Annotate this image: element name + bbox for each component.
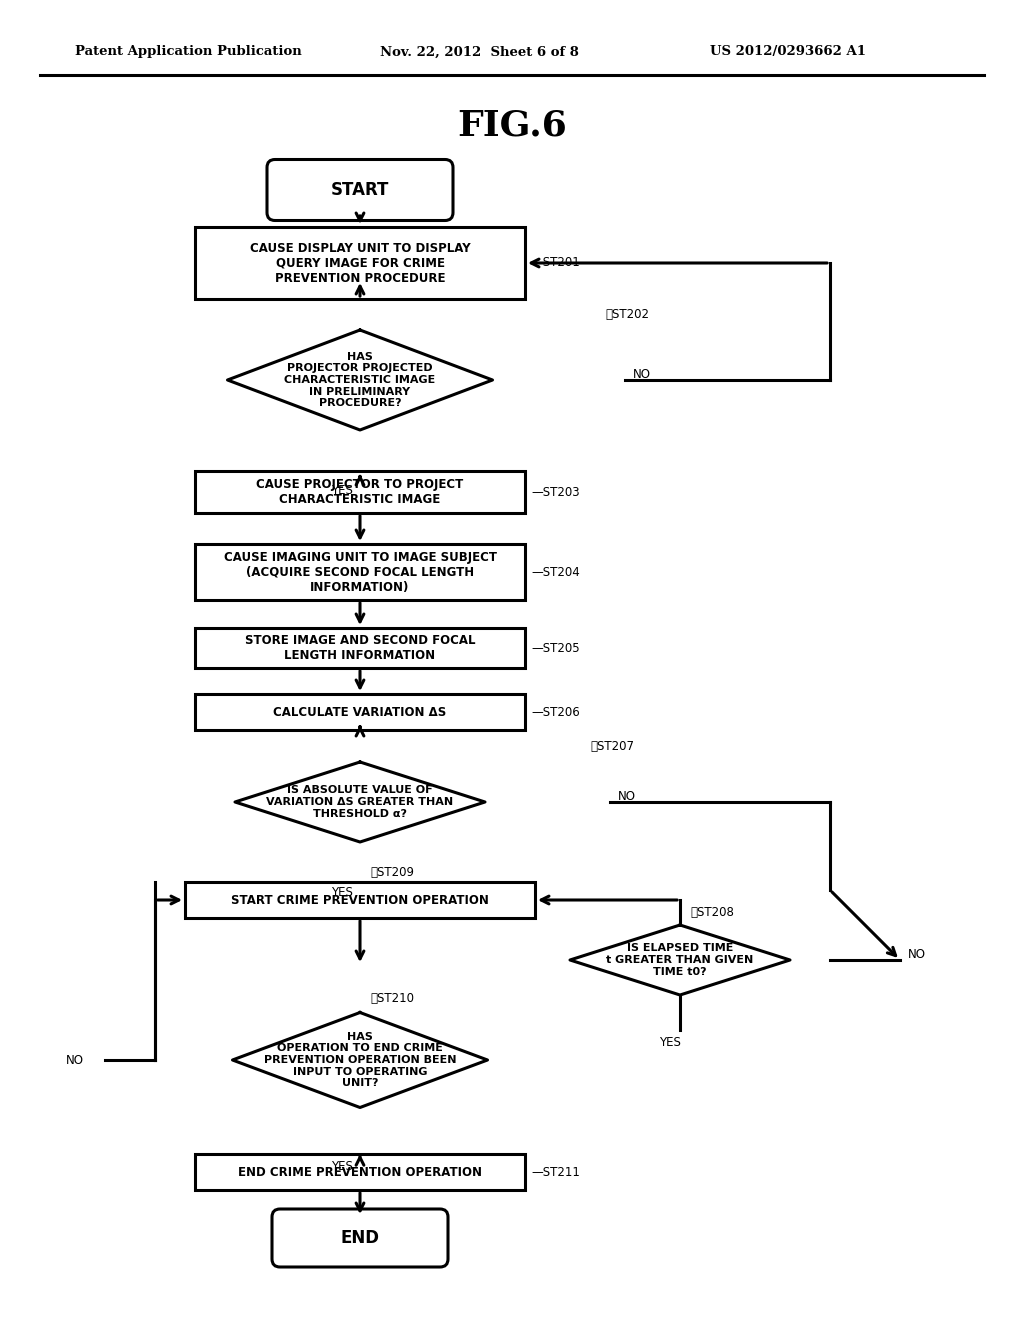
Text: Nov. 22, 2012  Sheet 6 of 8: Nov. 22, 2012 Sheet 6 of 8: [380, 45, 579, 58]
Text: —ST203: —ST203: [531, 486, 580, 499]
Text: CAUSE IMAGING UNIT TO IMAGE SUBJECT
(ACQUIRE SECOND FOCAL LENGTH
INFORMATION): CAUSE IMAGING UNIT TO IMAGE SUBJECT (ACQ…: [223, 550, 497, 594]
Bar: [195, 628, 525, 668]
Text: US 2012/0293662 A1: US 2012/0293662 A1: [710, 45, 866, 58]
FancyBboxPatch shape: [267, 160, 453, 220]
Text: 〈ST202: 〈ST202: [605, 309, 649, 322]
Text: STORE IMAGE AND SECOND FOCAL
LENGTH INFORMATION: STORE IMAGE AND SECOND FOCAL LENGTH INFO…: [245, 634, 475, 663]
Text: YES: YES: [331, 1160, 353, 1173]
Polygon shape: [234, 762, 485, 842]
Text: START CRIME PREVENTION OPERATION: START CRIME PREVENTION OPERATION: [231, 894, 488, 907]
Bar: [195, 544, 525, 601]
Text: YES: YES: [659, 1035, 681, 1048]
Text: 〈ST207: 〈ST207: [590, 741, 634, 754]
Text: END: END: [341, 1229, 380, 1247]
Text: NO: NO: [908, 948, 926, 961]
Text: 〈ST210: 〈ST210: [370, 991, 414, 1005]
Text: —ST205: —ST205: [531, 642, 580, 655]
Polygon shape: [570, 925, 790, 995]
Text: NO: NO: [618, 789, 636, 803]
Text: YES: YES: [331, 483, 353, 496]
Text: FIG.6: FIG.6: [457, 108, 567, 143]
Bar: [195, 471, 525, 513]
Bar: [195, 1154, 525, 1191]
Text: CAUSE DISPLAY UNIT TO DISPLAY
QUERY IMAGE FOR CRIME
PREVENTION PROCEDURE: CAUSE DISPLAY UNIT TO DISPLAY QUERY IMAG…: [250, 242, 470, 285]
Text: —ST204: —ST204: [531, 565, 580, 578]
Text: IS ELAPSED TIME
t GREATER THAN GIVEN
TIME t0?: IS ELAPSED TIME t GREATER THAN GIVEN TIM…: [606, 944, 754, 977]
Text: NO: NO: [66, 1053, 84, 1067]
Text: 〈ST209: 〈ST209: [370, 866, 414, 879]
Bar: [195, 227, 525, 300]
Text: END CRIME PREVENTION OPERATION: END CRIME PREVENTION OPERATION: [238, 1166, 482, 1179]
Text: START: START: [331, 181, 389, 199]
Text: 〈ST208: 〈ST208: [690, 907, 734, 920]
Text: —ST201: —ST201: [531, 256, 580, 269]
Text: NO: NO: [633, 367, 651, 380]
Text: IS ABSOLUTE VALUE OF
VARIATION ΔS GREATER THAN
THRESHOLD α?: IS ABSOLUTE VALUE OF VARIATION ΔS GREATE…: [266, 785, 454, 818]
Bar: [185, 882, 535, 917]
Polygon shape: [227, 330, 493, 430]
Bar: [195, 694, 525, 730]
Text: HAS
PROJECTOR PROJECTED
CHARACTERISTIC IMAGE
IN PRELIMINARY
PROCEDURE?: HAS PROJECTOR PROJECTED CHARACTERISTIC I…: [285, 352, 435, 408]
Text: CALCULATE VARIATION ΔS: CALCULATE VARIATION ΔS: [273, 705, 446, 718]
Polygon shape: [232, 1012, 487, 1107]
Text: YES: YES: [331, 886, 353, 899]
Text: —ST206: —ST206: [531, 705, 580, 718]
Text: Patent Application Publication: Patent Application Publication: [75, 45, 302, 58]
Text: —ST211: —ST211: [531, 1166, 580, 1179]
Text: CAUSE PROJECTOR TO PROJECT
CHARACTERISTIC IMAGE: CAUSE PROJECTOR TO PROJECT CHARACTERISTI…: [256, 478, 464, 506]
FancyBboxPatch shape: [272, 1209, 449, 1267]
Text: HAS
OPERATION TO END CRIME
PREVENTION OPERATION BEEN
INPUT TO OPERATING
UNIT?: HAS OPERATION TO END CRIME PREVENTION OP…: [264, 1032, 457, 1088]
